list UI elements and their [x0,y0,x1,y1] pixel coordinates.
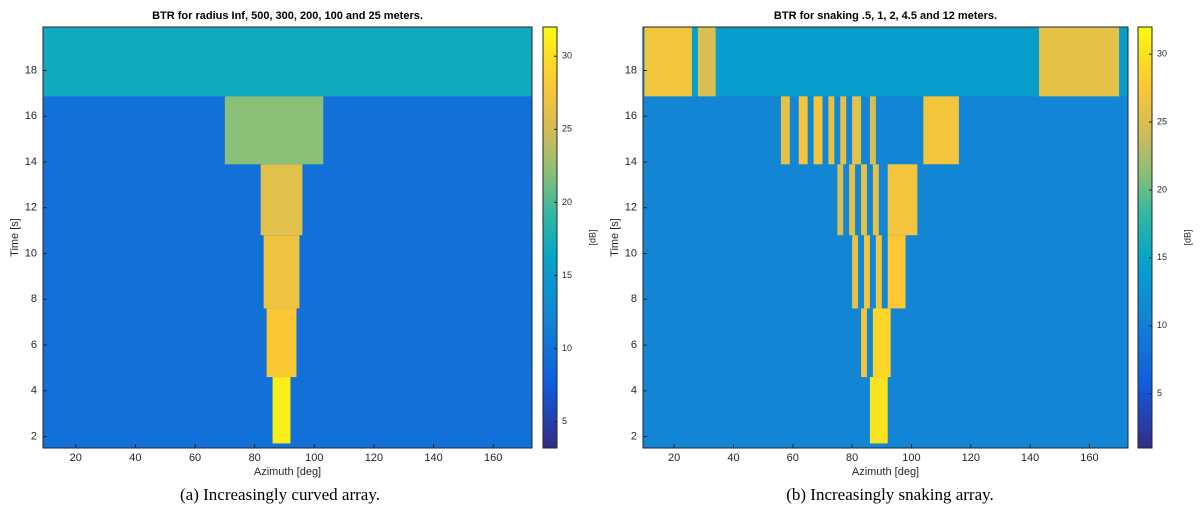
x-tick-label: 100 [305,452,323,464]
y-tick-label: 10 [25,247,37,259]
y-tick-label: 2 [631,430,637,442]
x-tick-label: 20 [668,452,680,464]
y-tick-label: 6 [631,339,637,351]
x-tick-label: 80 [846,452,858,464]
x-tick-label: 20 [70,452,82,464]
y-axis-label: Time [s] [609,218,621,257]
heat-region [1039,27,1120,97]
y-tick-label: 18 [625,64,637,76]
y-tick-label: 14 [625,156,637,168]
colorbar-tick-label: 30 [1157,49,1167,59]
x-tick-label: 140 [1021,452,1039,464]
heat-region [828,96,835,165]
y-tick-label: 12 [625,202,637,214]
y-axis-label: Time [s] [9,218,21,257]
chart-title: BTR for snaking .5, 1, 2, 4.5 and 12 met… [774,10,997,22]
heat-region [837,164,844,236]
colorbar-tick-label: 5 [1157,388,1162,398]
colorbar-tick-label: 15 [562,270,572,280]
heat-region [840,96,847,165]
colorbar-tick-label: 25 [1157,116,1167,126]
heat-region [224,96,324,165]
heat-region [266,308,297,378]
plot-frame [42,26,533,449]
heat-region [923,96,959,165]
x-axis-label: Azimuth [deg] [254,466,321,478]
heat-region [872,308,891,378]
colorbar-tick-label: 10 [562,343,572,353]
plot-frame [642,26,1129,449]
x-tick-label: 120 [365,452,383,464]
y-tick-label: 2 [31,430,37,442]
colorbar-label: [dB] [1182,229,1192,245]
colorbar-label: [dB] [587,229,597,245]
heat-region [813,96,823,165]
x-tick-label: 160 [1080,452,1098,464]
y-tick-label: 18 [25,64,37,76]
heat-region [272,377,291,444]
y-tick-label: 8 [31,293,37,305]
heat-region [780,96,790,165]
x-tick-label: 120 [962,452,980,464]
y-tick-label: 14 [25,156,37,168]
heat-region [849,164,856,236]
heat-region [861,164,867,236]
heat-region [887,235,906,309]
x-tick-label: 60 [189,452,201,464]
heat-region [872,164,879,236]
y-tick-label: 12 [25,202,37,214]
colorbar-tick-label: 25 [562,124,572,134]
y-tick-label: 4 [31,385,37,397]
y-tick-label: 16 [625,110,637,122]
heat-region [697,27,716,97]
heat-region [852,96,862,165]
x-tick-label: 160 [484,452,502,464]
heat-region [43,27,532,97]
heat-region [869,96,876,165]
y-tick-label: 8 [631,293,637,305]
x-tick-label: 140 [424,452,442,464]
y-tick-label: 4 [631,385,637,397]
x-tick-label: 80 [249,452,261,464]
y-tick-label: 6 [31,339,37,351]
heat-region [260,164,303,236]
colorbar-tick-label: 30 [562,51,572,61]
caption: (b) Increasingly snaking array. [786,485,994,504]
heat-region [861,308,867,378]
colorbar-tick-label: 15 [1157,252,1167,262]
colorbar [542,26,558,449]
heat-region [869,377,888,444]
x-axis-label: Azimuth [deg] [852,466,919,478]
x-tick-label: 100 [902,452,920,464]
heat-region [875,235,882,309]
caption: (a) Increasingly curved array. [180,485,380,504]
colorbar-tick-label: 10 [1157,320,1167,330]
colorbar-tick-label: 20 [562,197,572,207]
x-tick-label: 40 [727,452,739,464]
heat-region [863,235,870,309]
heat-region [644,27,692,97]
heat-region [887,164,918,236]
colorbar [1137,26,1153,449]
heat-region [798,96,808,165]
colorbar-tick-label: 20 [1157,184,1167,194]
chart-title: BTR for radius Inf, 500, 300, 200, 100 a… [152,10,423,22]
x-tick-label: 40 [129,452,141,464]
colorbar-tick-label: 5 [562,416,567,426]
heat-region [852,235,859,309]
heat-region [263,235,300,309]
y-tick-label: 16 [25,110,37,122]
y-tick-label: 10 [625,247,637,259]
x-tick-label: 60 [787,452,799,464]
